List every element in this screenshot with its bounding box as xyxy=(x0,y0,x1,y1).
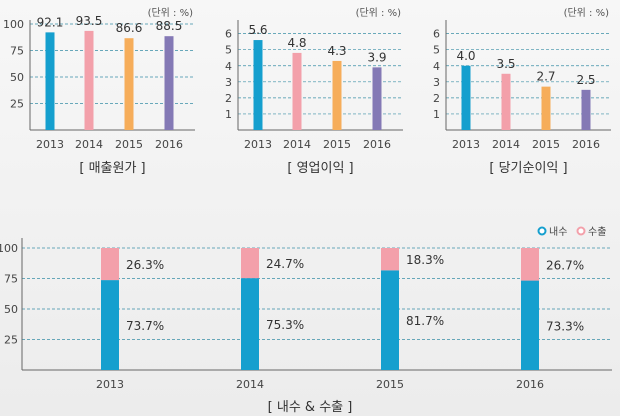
bar-2015 xyxy=(332,60,342,130)
bar-2013 xyxy=(253,40,263,130)
x-tick-label: 2014 xyxy=(75,138,103,151)
data-label: 92.1 xyxy=(37,15,64,29)
x-tick-label: 2014 xyxy=(283,138,311,151)
chart-caption: [ 매출원가 ] xyxy=(79,161,145,176)
x-tick-label: 2015 xyxy=(115,138,143,151)
bar-2016 xyxy=(164,36,174,130)
bar-domestic-2015 xyxy=(381,270,399,370)
y-tick-label: 4 xyxy=(225,60,232,73)
bar-2014 xyxy=(501,73,511,130)
data-label: 88.5 xyxy=(156,19,183,33)
x-tick-label: 2016 xyxy=(516,378,544,391)
bar-2013 xyxy=(45,32,55,130)
data-label-domestic: 73.3% xyxy=(546,319,584,333)
y-tick-label: 5 xyxy=(225,44,232,57)
y-tick-label: 25 xyxy=(10,98,24,111)
x-tick-label: 2013 xyxy=(36,138,64,151)
data-label: 2.7 xyxy=(536,70,555,84)
legend-marker xyxy=(537,226,547,236)
bar-export-2014 xyxy=(241,248,259,279)
bar-domestic-2016 xyxy=(521,280,539,370)
data-label-domestic: 81.7% xyxy=(406,314,444,328)
data-label: 4.3 xyxy=(327,44,346,58)
bar-2015 xyxy=(124,38,134,131)
x-tick-label: 2013 xyxy=(244,138,272,151)
y-tick-label: 50 xyxy=(4,303,18,316)
data-label: 86.6 xyxy=(116,21,143,35)
y-tick-label: 3 xyxy=(433,76,440,89)
y-tick-label: 100 xyxy=(3,18,24,31)
data-label-export: 26.3% xyxy=(126,258,164,272)
y-tick-label: 6 xyxy=(433,28,440,41)
data-label: 3.5 xyxy=(496,57,515,71)
data-label-export: 24.7% xyxy=(266,257,304,271)
x-tick-label: 2016 xyxy=(572,138,600,151)
data-label: 5.6 xyxy=(248,23,267,37)
y-tick-label: 25 xyxy=(4,334,18,347)
chart-caption: [ 내수 & 수출 ] xyxy=(268,400,353,415)
y-tick-label: 5 xyxy=(433,44,440,57)
legend-label: 수출 xyxy=(588,226,606,238)
data-label-export: 26.7% xyxy=(546,258,584,272)
y-tick-label: 6 xyxy=(225,28,232,41)
x-tick-label: 2014 xyxy=(236,378,264,391)
x-tick-label: 2015 xyxy=(532,138,560,151)
bar-export-2013 xyxy=(101,248,119,281)
x-tick-label: 2016 xyxy=(363,138,391,151)
data-label: 4.0 xyxy=(456,49,475,63)
chart-caption: [ 당기순이익 ] xyxy=(489,161,567,176)
bar-2015 xyxy=(541,86,551,130)
data-label: 93.5 xyxy=(76,14,103,28)
legend-marker xyxy=(576,226,586,236)
y-tick-label: 2 xyxy=(433,92,440,105)
y-tick-label: 2 xyxy=(225,92,232,105)
bar-2014 xyxy=(84,30,94,130)
y-tick-label: 100 xyxy=(0,242,18,255)
x-tick-label: 2014 xyxy=(492,138,520,151)
x-tick-label: 2013 xyxy=(452,138,480,151)
data-label: 4.8 xyxy=(287,36,306,50)
chart-caption: [ 영업이익 ] xyxy=(287,161,353,176)
bar-export-2016 xyxy=(521,248,539,281)
data-label-domestic: 73.7% xyxy=(126,319,164,333)
bar-2016 xyxy=(581,89,591,130)
y-tick-label: 50 xyxy=(10,71,24,84)
x-tick-label: 2015 xyxy=(376,378,404,391)
unit-label: (단위 : %) xyxy=(148,6,194,19)
data-label: 3.9 xyxy=(367,50,386,64)
y-tick-label: 4 xyxy=(433,60,440,73)
bar-2014 xyxy=(292,52,302,131)
x-tick-label: 2016 xyxy=(155,138,183,151)
bar-domestic-2013 xyxy=(101,280,119,370)
unit-label: (단위 : %) xyxy=(356,6,402,19)
bar-export-2015 xyxy=(381,248,399,271)
data-label: 2.5 xyxy=(576,73,595,87)
y-tick-label: 75 xyxy=(4,273,18,286)
y-tick-label: 3 xyxy=(225,76,232,89)
x-tick-label: 2013 xyxy=(96,378,124,391)
y-tick-label: 1 xyxy=(433,108,440,121)
legend-label: 내수 xyxy=(549,226,567,238)
y-tick-label: 1 xyxy=(225,108,232,121)
data-label-domestic: 75.3% xyxy=(266,318,304,332)
data-label-export: 18.3% xyxy=(406,253,444,267)
bar-domestic-2014 xyxy=(241,278,259,370)
y-tick-label: 75 xyxy=(10,45,24,58)
x-tick-label: 2015 xyxy=(323,138,351,151)
bar-2013 xyxy=(461,65,471,130)
unit-label: (단위 : %) xyxy=(564,6,610,19)
bar-2016 xyxy=(372,67,382,130)
